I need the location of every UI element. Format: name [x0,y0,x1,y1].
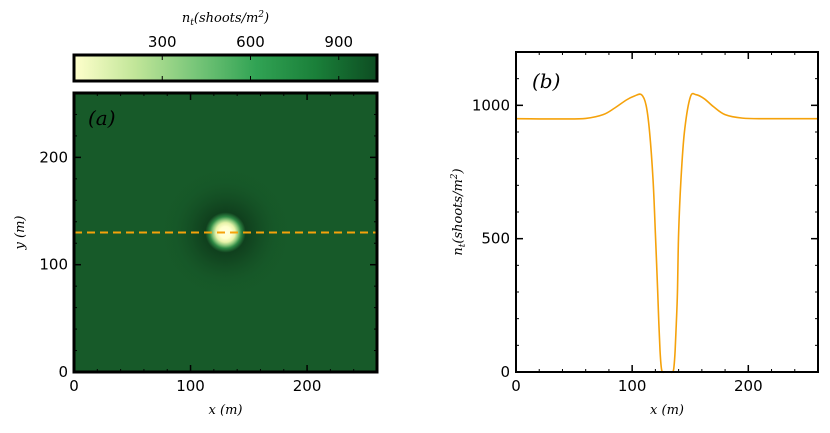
x-tick-label: 0 [69,377,79,395]
panel-b-xlabel: x (m) [650,403,684,418]
label-base: n [451,247,466,255]
y-tick-label: 500 [481,230,510,248]
label-sub: t [190,18,194,28]
colorbar-tick-label: 600 [236,33,265,51]
label-sub: t [458,243,468,247]
panel-a-frame [72,91,379,374]
x-tick-label: 200 [293,377,322,395]
label-rest: (shoots/m [194,11,258,26]
label-sup: 2 [450,173,460,180]
panel-b-frame [515,51,819,373]
panel-a-label: (a) [88,106,116,130]
panel-a-ticks: 0 100 200 0 100 200 [39,92,378,395]
panel-b-ticks: 0 100 200 0 500 1000 [472,51,819,395]
y-tick-label: 200 [39,148,68,166]
x-tick-label: 100 [176,377,205,395]
y-tick-label: 100 [39,256,68,274]
colorbar-gradient [72,53,379,83]
series-line [516,92,818,374]
colorbar-label: nt(shoots/m2) [182,10,269,28]
colorbar: nt(shoots/m2) 300 600 900 [72,10,379,83]
heatmap-gap [150,157,301,308]
colorbar-ticks: 300 600 900 [148,33,353,81]
panel-a-xlabel: x (m) [209,403,243,418]
panel-b: 0 100 200 0 500 1000 (b) x (m) nt(shoots/m2) [450,51,819,418]
label-close: ) [451,168,466,174]
panel-a-ylabel: y (m) [13,216,28,251]
panel-b-ylabel: nt(shoots/m2) [450,168,468,255]
panel-b-label: (b) [532,69,560,93]
y-tick-label: 1000 [472,96,510,114]
y-tick-label: 0 [58,363,68,381]
x-tick-label: 100 [618,377,647,395]
x-tick-label: 0 [511,377,521,395]
label-rest: (shoots/m [451,179,466,243]
label-close: ) [263,11,269,26]
label-sup: 2 [257,10,264,20]
x-tick-label: 200 [734,377,763,395]
colorbar-tick-label: 900 [324,33,353,51]
colorbar-tick-label: 300 [148,33,177,51]
y-tick-label: 0 [500,363,510,381]
panel-a: 0 100 200 0 100 200 (a) x (m) y (m) [13,91,379,418]
label-base: n [182,11,190,26]
